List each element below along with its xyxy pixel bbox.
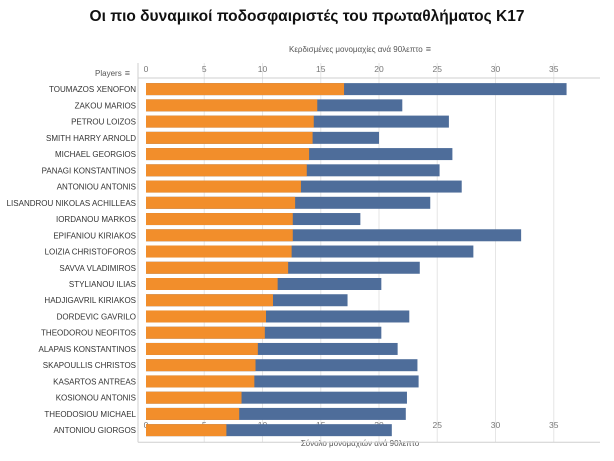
player-label: DORDEVIC GAVRILO — [57, 312, 136, 321]
won-duels-bar[interactable] — [146, 424, 227, 437]
won-duels-bar[interactable] — [146, 326, 265, 339]
won-duels-bar[interactable] — [146, 180, 301, 193]
won-duels-bar[interactable] — [146, 294, 273, 307]
player-label: MICHAEL GEORGIOS — [55, 150, 136, 159]
player-label: PETROU LOIZOS — [71, 118, 136, 127]
top-tick-label: 30 — [491, 64, 501, 74]
players-header-label: Players — [95, 69, 122, 78]
won-duels-bar[interactable] — [146, 261, 289, 274]
won-duels-bar[interactable] — [146, 99, 318, 112]
won-duels-bar[interactable] — [146, 213, 293, 226]
player-label: LISANDROU NIKOLAS ACHILLEAS — [7, 199, 136, 208]
player-label: SKAPOULLIS CHRISTOS — [43, 361, 136, 370]
player-label: SAVVA VLADIMIROS — [59, 264, 136, 273]
won-duels-bar[interactable] — [146, 310, 266, 323]
player-label: HADJIGAVRIL KIRIAKOS — [44, 296, 136, 305]
players-header[interactable]: Players ≡ — [40, 68, 130, 78]
bottom-tick-label: 35 — [549, 420, 559, 430]
won-duels-bar[interactable] — [146, 407, 240, 420]
player-label: ANTONIOU GIORGOS — [53, 426, 136, 435]
won-duels-bar[interactable] — [146, 115, 314, 128]
player-label: TOUMAZOS XENOFON — [49, 85, 136, 94]
top-axis-title[interactable]: Κερδισμένες μονομαχίες ανά 90λεπτο ≡ — [140, 44, 580, 54]
player-label: THEODOSIOU MICHAEL — [44, 410, 136, 419]
top-axis-label: Κερδισμένες μονομαχίες ανά 90λεπτο — [288, 45, 423, 54]
won-duels-bar[interactable] — [146, 359, 256, 372]
bottom-tick-label: 25 — [433, 420, 443, 430]
won-duels-bar[interactable] — [146, 196, 296, 209]
won-duels-bar[interactable] — [146, 278, 278, 290]
player-label: PANAGI KONSTANTINOS — [42, 166, 136, 175]
won-duels-bar[interactable] — [146, 131, 313, 144]
player-label: LOIZIA CHRISTOFOROS — [45, 248, 136, 257]
player-label: SMITH HARRY ARNOLD — [46, 134, 136, 143]
sort-icon[interactable]: ≡ — [425, 44, 432, 54]
bottom-axis-title: Σύνολο μονομαχιών ανά 90λεπτο — [300, 439, 420, 448]
won-duels-bar[interactable] — [146, 375, 255, 388]
sort-icon[interactable]: ≡ — [124, 68, 130, 78]
won-duels-bar[interactable] — [146, 391, 242, 404]
won-duels-bar[interactable] — [146, 83, 345, 96]
won-duels-bar[interactable] — [146, 229, 293, 242]
top-tick-label: 20 — [374, 64, 384, 74]
won-duels-bar[interactable] — [146, 245, 292, 258]
top-tick-label: 10 — [258, 64, 268, 74]
won-duels-bar[interactable] — [146, 342, 258, 355]
top-tick-label: 5 — [202, 64, 207, 74]
chart-title: Οι πιο δυναμικοί ποδοσφαιριστές του πρωτ… — [89, 8, 525, 25]
top-tick-label: 15 — [316, 64, 326, 74]
player-label: ANTONIOU ANTONIS — [57, 183, 136, 192]
player-label: ZAKOU MARIOS — [75, 101, 136, 110]
won-duels-bar[interactable] — [146, 148, 310, 161]
top-tick-label: 35 — [549, 64, 559, 74]
bottom-tick-label: 30 — [491, 420, 501, 430]
player-label: THEODOROU NEOFITOS — [41, 329, 136, 338]
top-tick-label: 25 — [433, 64, 443, 74]
won-duels-bar[interactable] — [146, 164, 307, 177]
player-label: KASARTOS ANTREAS — [53, 377, 136, 386]
player-label: KOSIONOU ANTONIS — [56, 394, 136, 403]
player-label: EPIFANIOU KIRIAKOS — [53, 231, 136, 240]
player-label: ALAPAIS KONSTANTINOS — [38, 345, 136, 354]
top-tick-label: 0 — [144, 64, 149, 74]
player-label: STYLIANOU ILIAS — [69, 280, 136, 289]
player-label: IORDANOU MARKOS — [56, 215, 136, 224]
